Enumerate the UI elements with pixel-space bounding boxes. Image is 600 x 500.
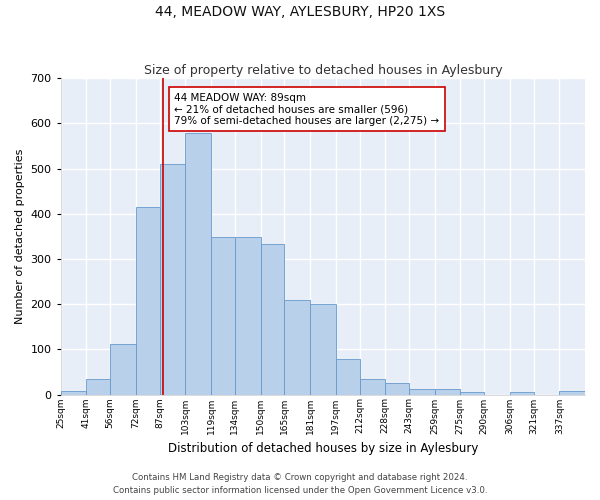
Bar	[460, 392, 484, 394]
Bar	[284, 300, 310, 394]
Bar	[61, 391, 86, 394]
Bar	[211, 237, 235, 394]
Bar	[559, 391, 585, 394]
Bar	[86, 378, 110, 394]
Bar	[185, 134, 211, 394]
Bar	[335, 360, 359, 394]
Text: 44 MEADOW WAY: 89sqm
← 21% of detached houses are smaller (596)
79% of semi-deta: 44 MEADOW WAY: 89sqm ← 21% of detached h…	[174, 92, 439, 126]
Y-axis label: Number of detached properties: Number of detached properties	[15, 148, 25, 324]
Bar	[235, 237, 260, 394]
Bar	[510, 392, 534, 394]
Bar	[409, 388, 435, 394]
Title: Size of property relative to detached houses in Aylesbury: Size of property relative to detached ho…	[143, 64, 502, 77]
Bar	[260, 244, 284, 394]
Bar	[160, 164, 185, 394]
Text: 44, MEADOW WAY, AYLESBURY, HP20 1XS: 44, MEADOW WAY, AYLESBURY, HP20 1XS	[155, 5, 445, 19]
Bar	[110, 344, 136, 395]
Bar	[435, 388, 460, 394]
X-axis label: Distribution of detached houses by size in Aylesbury: Distribution of detached houses by size …	[167, 442, 478, 455]
Bar	[385, 383, 409, 394]
Bar	[310, 304, 335, 394]
Text: Contains HM Land Registry data © Crown copyright and database right 2024.
Contai: Contains HM Land Registry data © Crown c…	[113, 474, 487, 495]
Bar	[359, 378, 385, 394]
Bar	[136, 207, 160, 394]
